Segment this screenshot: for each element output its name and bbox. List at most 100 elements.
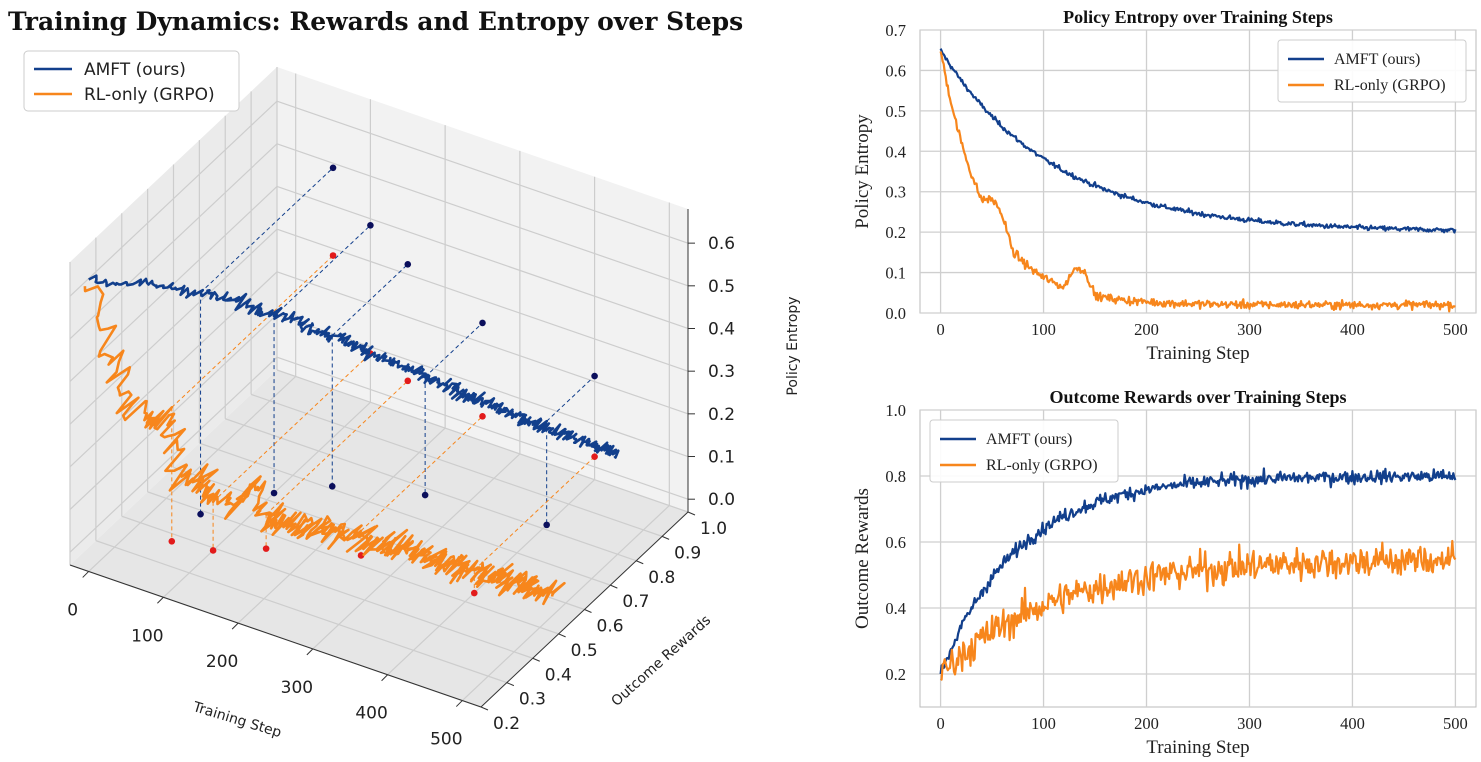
grid-back-z: [276, 185, 689, 330]
x-tick-label: 100: [1031, 714, 1056, 733]
projection-marker-amft: [328, 483, 336, 490]
z-tick-label: 0.5: [708, 277, 735, 297]
chart-title: Training Dynamics: Rewards and Entropy o…: [8, 7, 743, 36]
grid-back-z: [276, 143, 689, 287]
projection-line-amft: [200, 167, 334, 293]
y-tick-label: 1.0: [885, 401, 906, 420]
grid-side-z: [69, 100, 278, 297]
grid-side-z: [69, 356, 278, 553]
legend-box: [929, 419, 1119, 483]
z-tick-label: 0.0: [708, 490, 735, 510]
grid-back-z: [276, 356, 689, 500]
x-tick: [306, 648, 314, 656]
chart-3d: 0 100 200 300 400 500 0.2 0.3 0.4 0.5 0.6 0.7 0.8 0.9…: [8, 7, 801, 750]
x-tick-label: 200: [1134, 714, 1159, 733]
x-tick: [82, 571, 90, 578]
x-axis-label: Training Step: [1146, 737, 1249, 758]
y-tick: [558, 633, 566, 638]
legend-label: RL-only (GRPO): [84, 85, 215, 105]
y-tick-label: 0.2: [493, 714, 520, 734]
projection-marker-rl-only: [262, 545, 270, 552]
z-tick-label: 0.6: [708, 234, 735, 254]
y-tick-label: 0.2: [885, 223, 906, 242]
grid-back-z: [276, 100, 689, 244]
y-tick-label: 0.6: [885, 533, 906, 552]
x-tick-label: 0: [936, 320, 944, 339]
grid-floor-y: [225, 418, 637, 562]
x-tick-label: 300: [1237, 714, 1262, 733]
grid-floor-y: [95, 540, 508, 684]
back-pane: [277, 67, 688, 512]
y-tick: [480, 706, 489, 711]
projection-marker-rl-only: [168, 537, 176, 545]
projection-marker-amft: [270, 489, 278, 497]
grid-back-z: [276, 271, 689, 415]
projection-marker-rl-only: [329, 252, 337, 259]
y-tick-label: 0.6: [597, 617, 624, 637]
chart-reward: 0 100 200 300 400 500 0.2 0.4 0.6 0.8 1.0 Outcome R…: [852, 387, 1477, 758]
chart-title: Outcome Rewards over Training Steps: [1050, 387, 1347, 407]
x-tick-label: 400: [1340, 320, 1365, 339]
y-tick-label: 0.4: [545, 665, 572, 685]
projection-marker-rl-only: [479, 413, 486, 420]
x-tick-label: 300: [1237, 320, 1262, 339]
x-tick-label: 400: [355, 704, 387, 724]
x-tick: [231, 622, 239, 630]
projection-marker-amft: [543, 521, 550, 529]
x-tick: [455, 700, 463, 707]
projection-marker-amft: [421, 491, 429, 499]
x-axis-label: Training Step: [1146, 343, 1249, 364]
legend-box: [23, 50, 240, 112]
grid-side-z: [69, 143, 278, 340]
chart-title: Policy Entropy over Training Steps: [1063, 7, 1333, 27]
projection-line-amft: [424, 322, 483, 378]
y-tick: [532, 657, 540, 662]
series-line-amft: [939, 48, 1457, 234]
y-tick-label: 0.4: [885, 599, 906, 618]
y-tick: [584, 609, 592, 613]
series-line-amft: [88, 274, 620, 459]
y-tick-label: 0.7: [622, 592, 649, 612]
projection-marker-rl-only: [404, 377, 412, 385]
x-tick-label: 0: [67, 600, 78, 620]
projection-marker-amft: [404, 261, 412, 268]
projection-marker-rl-only: [209, 547, 217, 554]
projection-marker-amft: [329, 164, 337, 172]
y-tick: [661, 535, 670, 540]
projection-marker-amft: [197, 510, 204, 518]
y-tick-label: 0.5: [885, 102, 906, 121]
projection-marker-rl-only: [357, 552, 365, 559]
legend-box: [1277, 39, 1467, 103]
series-line-amft: [939, 467, 1457, 675]
y-tick-label: 0.1: [885, 264, 906, 283]
x-tick-label: 300: [281, 678, 313, 698]
grid-floor-y: [199, 442, 611, 586]
z-tick-label: 0.2: [708, 405, 735, 425]
projection-line-rl-only: [265, 380, 409, 515]
x-tick: [381, 674, 388, 682]
grid-side-z: [69, 228, 278, 425]
x-tick-label: 400: [1340, 714, 1365, 733]
grid-side-z: [69, 314, 278, 510]
projection-line-amft: [331, 263, 409, 336]
y-tick-label: 0.4: [885, 142, 906, 161]
z-axis-label: Policy Entropy: [785, 296, 801, 395]
projection-line-rl-only: [212, 353, 371, 503]
projection-marker-rl-only: [591, 453, 598, 460]
x-tick-label: 500: [430, 730, 462, 750]
y-tick-label: 1.0: [700, 519, 727, 539]
grid-floor-y: [250, 393, 663, 537]
legend-label: RL-only (GRPO): [986, 457, 1098, 474]
y-tick-label: 0.0: [885, 304, 906, 323]
legend-label: RL-only (GRPO): [1334, 77, 1446, 94]
projection-marker-amft: [367, 222, 374, 229]
y-tick-label: 0.2: [885, 665, 906, 684]
grid-floor-y: [121, 515, 533, 659]
y-tick-label: 0.7: [885, 21, 906, 40]
x-tick-label: 100: [131, 626, 163, 646]
projection-marker-rl-only: [470, 589, 478, 597]
series-line-rl-only: [939, 539, 1457, 681]
grid-floor-y: [276, 369, 689, 513]
y-tick-label: 0.8: [648, 568, 675, 588]
series-line-rl-only: [939, 51, 1456, 313]
